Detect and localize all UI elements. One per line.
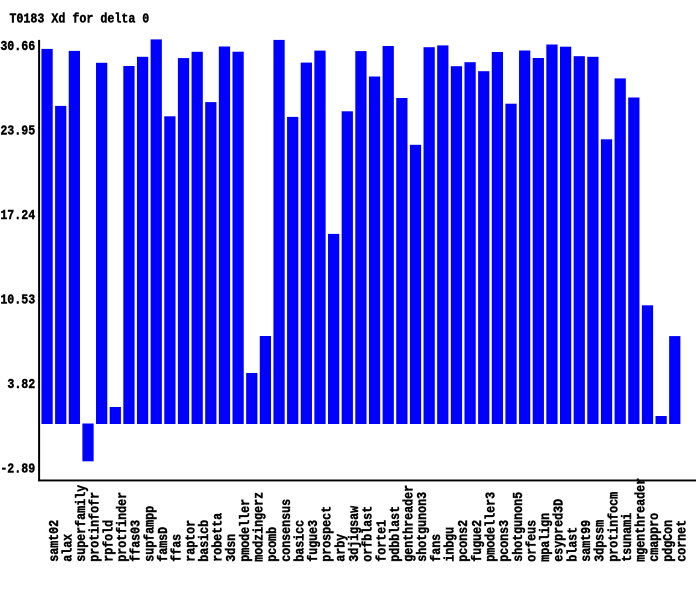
svg-text:forte1: forte1 [373, 520, 389, 562]
svg-text:mgenthreader: mgenthreader [633, 478, 649, 562]
svg-text:basicb: basicb [196, 520, 212, 562]
svg-text:samt02: samt02 [46, 520, 62, 562]
svg-text:supfampp: supfampp [141, 506, 157, 562]
svg-text:robetta: robetta [210, 513, 226, 562]
svg-text:modzingerz: modzingerz [251, 492, 267, 562]
svg-text:fans: fans [428, 534, 444, 562]
svg-text:superfamily: superfamily [73, 485, 89, 562]
svg-text:alax: alax [59, 534, 75, 562]
svg-text:famsD: famsD [155, 527, 171, 562]
svg-text:esypred3D: esypred3D [551, 499, 567, 562]
svg-text:cornet: cornet [674, 520, 690, 562]
svg-text:raptor: raptor [182, 520, 198, 562]
svg-text:tsunami: tsunami [619, 513, 635, 562]
svg-text:inbgu: inbgu [442, 527, 458, 562]
svg-text:30.66: 30.66 [0, 38, 35, 54]
svg-text:17.24: 17.24 [0, 207, 35, 223]
svg-text:samt99: samt99 [578, 520, 594, 562]
svg-text:10.53: 10.53 [0, 291, 35, 307]
svg-text:pdgCon: pdgCon [660, 520, 676, 562]
svg-text:protinfofr: protinfofr [87, 492, 103, 562]
svg-text:pmodeller3: pmodeller3 [483, 492, 499, 562]
svg-text:protfinder: protfinder [114, 492, 130, 562]
svg-text:pcons3: pcons3 [496, 520, 512, 562]
svg-text:3dpssm: 3dpssm [592, 520, 608, 562]
svg-text:23.95: 23.95 [0, 123, 35, 139]
svg-text:genthreader: genthreader [401, 485, 417, 562]
svg-text:shotgunon3: shotgunon3 [414, 492, 430, 562]
svg-text:orfblast: orfblast [360, 506, 376, 562]
svg-text:pdbblast: pdbblast [387, 506, 403, 562]
svg-text:basicc: basicc [291, 520, 307, 562]
svg-text:pcons2: pcons2 [455, 520, 471, 562]
svg-text:3.82: 3.82 [7, 376, 35, 392]
svg-text:consensus: consensus [278, 499, 294, 562]
svg-text:cmappro: cmappro [646, 513, 662, 562]
svg-text:blast: blast [564, 527, 580, 562]
svg-text:prospect: prospect [319, 506, 335, 562]
svg-text:protinfocm: protinfocm [605, 492, 621, 562]
svg-text:shotgunon5: shotgunon5 [510, 492, 526, 562]
svg-text:pmodeller: pmodeller [237, 499, 253, 562]
svg-text:mpalign: mpalign [537, 513, 553, 562]
svg-text:fugue2: fugue2 [469, 520, 485, 562]
svg-text:rpfold: rpfold [100, 520, 116, 562]
svg-text:ffas03: ffas03 [128, 520, 144, 562]
svg-text:-2.89: -2.89 [0, 460, 35, 476]
svg-text:fugue3: fugue3 [305, 520, 321, 562]
svg-text:pcomb: pcomb [264, 527, 280, 562]
svg-text:3dsn: 3dsn [223, 534, 239, 562]
svg-text:arby: arby [332, 534, 348, 562]
svg-text:T0183 Xd for delta 0: T0183 Xd for delta 0 [9, 10, 149, 26]
svg-text:3djigsaw: 3djigsaw [346, 506, 362, 562]
svg-text:orfeus: orfeus [523, 520, 539, 562]
svg-text:ffas: ffas [169, 534, 185, 562]
